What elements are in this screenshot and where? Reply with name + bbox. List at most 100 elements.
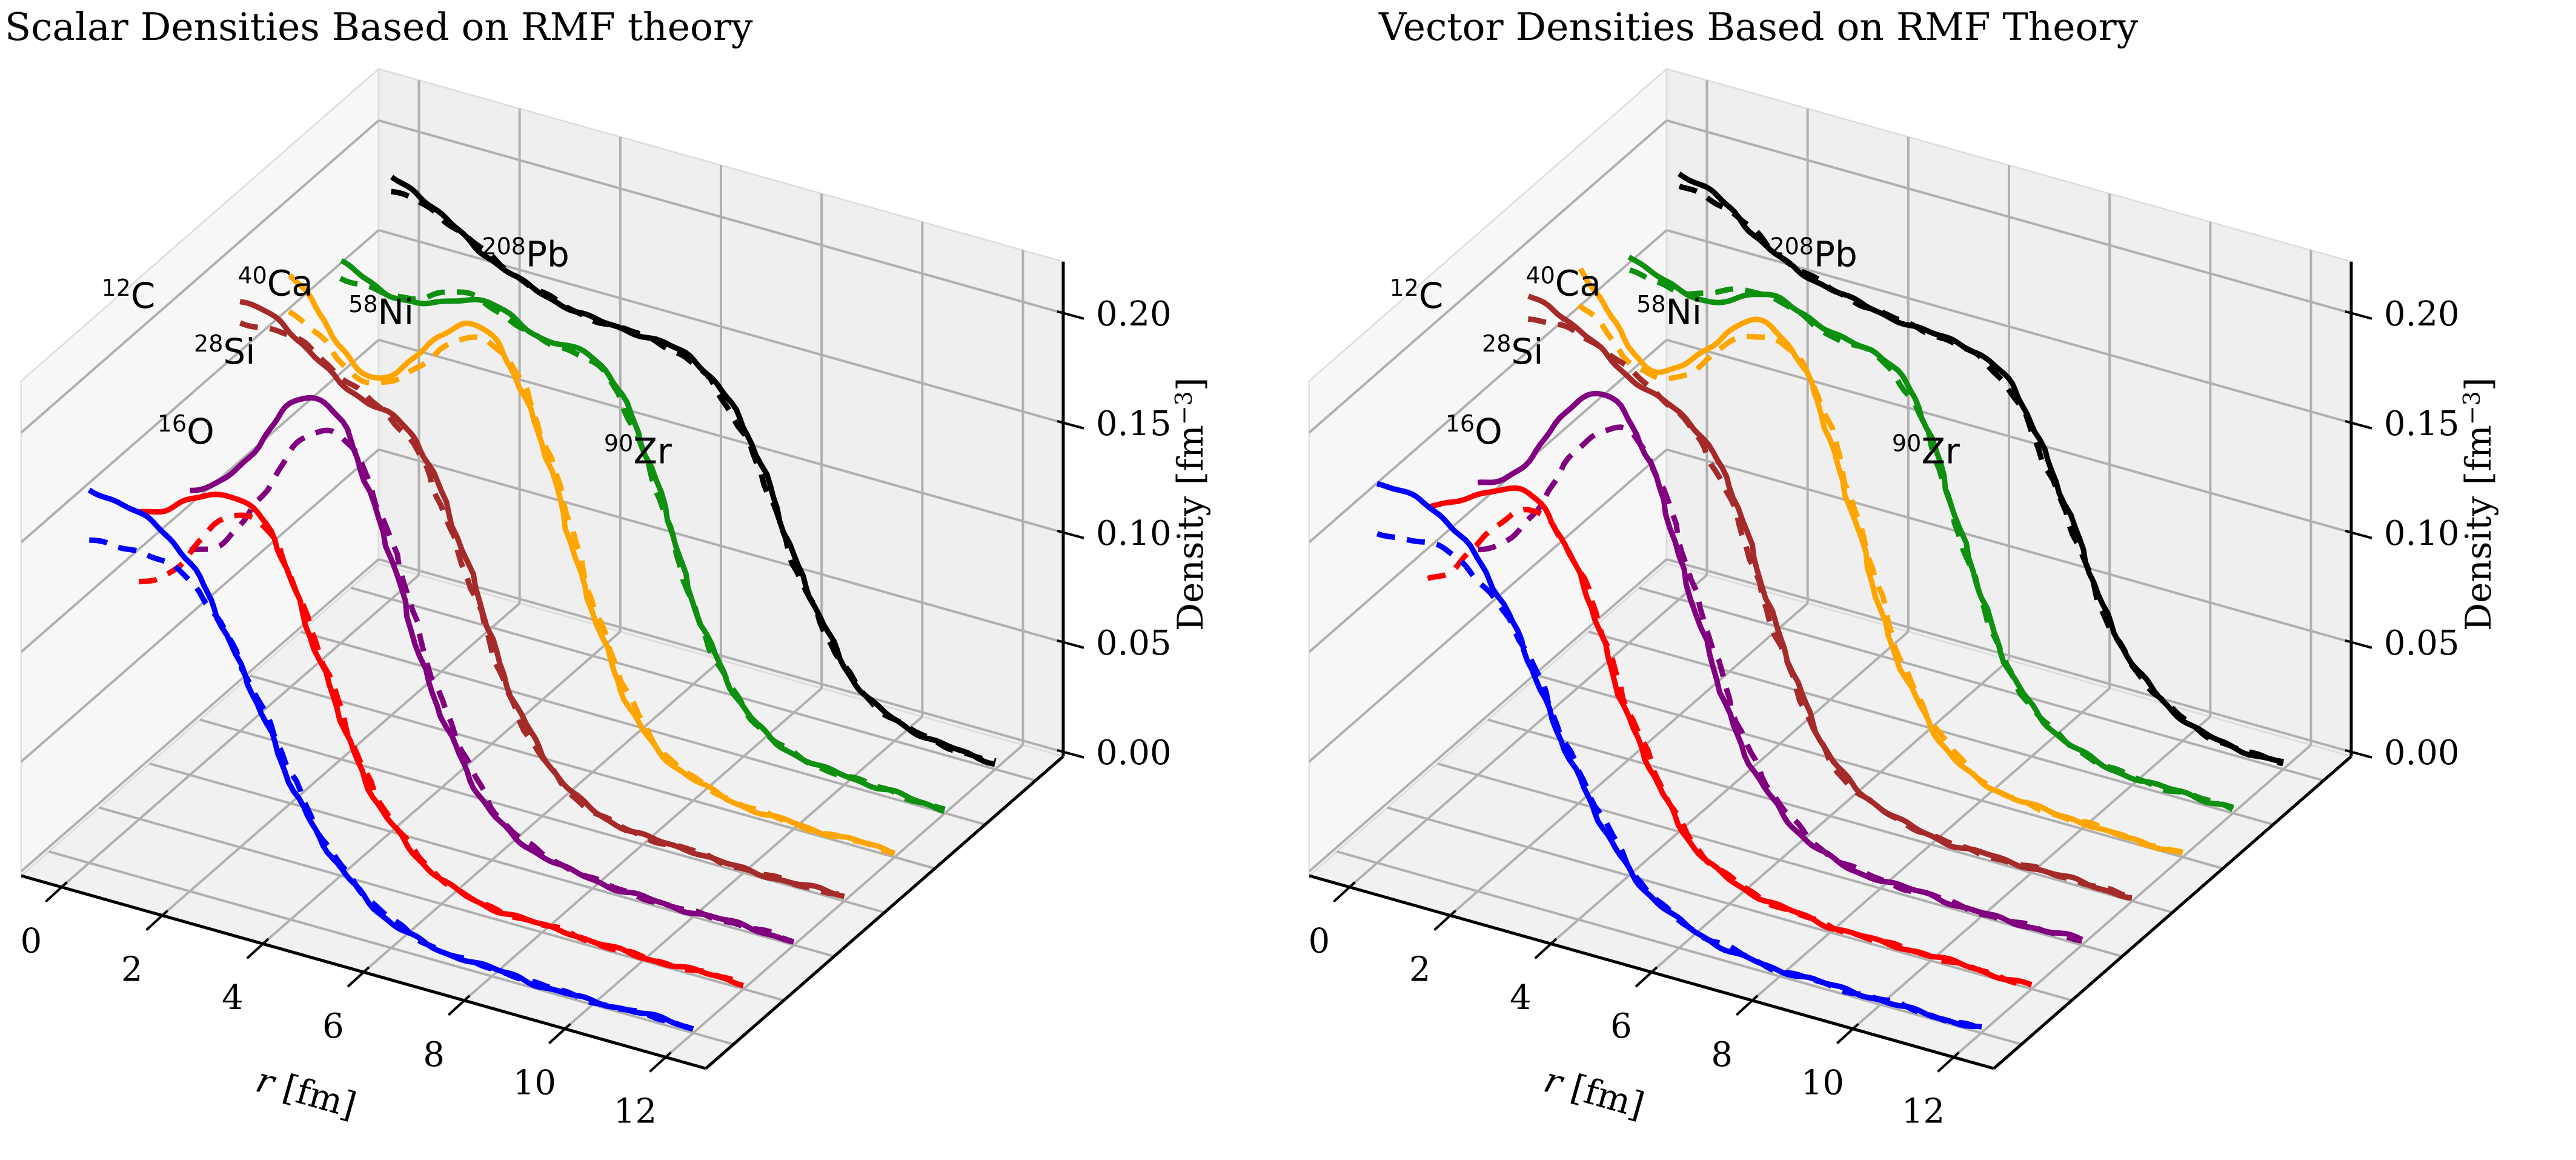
curve-O16-solid (1427, 485, 2033, 987)
grid-y-C12 (1336, 850, 2022, 1046)
x-tick-label-10: 10 (513, 1064, 556, 1103)
z-tick-0.15 (2345, 419, 2372, 430)
label-Ni58: 58Ni (1636, 291, 1702, 333)
grid-y-C12 (48, 850, 734, 1046)
x-tick-4 (1534, 938, 1558, 959)
z-tick-0.00 (2345, 748, 2372, 759)
z-tick-label-0.20: 0.20 (1096, 295, 1172, 334)
z-tick-label-0.10: 0.10 (2384, 514, 2460, 553)
curve-Zr90-dashed (1628, 267, 2234, 812)
x-tick-label-2: 2 (121, 950, 143, 989)
x-tick-0 (45, 881, 68, 903)
x-tick-8 (1735, 995, 1759, 1016)
x-tick-label-0: 0 (1309, 922, 1330, 961)
label-Si28: 28Si (194, 330, 255, 372)
label-C12: 12C (1390, 275, 1444, 316)
grid-z-0.05 (1308, 448, 1668, 763)
x-tick-2 (145, 909, 168, 931)
grid-z-0.00 (1308, 558, 1668, 873)
x-tick-0 (1333, 881, 1356, 903)
z-tick-label-0.05: 0.05 (1096, 624, 1172, 663)
curve-O16-dashed (1427, 507, 2033, 988)
x-tick-6 (1635, 966, 1658, 988)
z-tick-0.00 (1057, 748, 1084, 759)
curve-Pb208-dashed (390, 188, 997, 764)
z-tick-0.20 (1057, 310, 1084, 320)
grid-y-Ni58 (1538, 675, 2223, 870)
x-axis-label: r [fm] (1539, 1059, 1648, 1126)
x-tick-8 (447, 995, 471, 1016)
label-O16: 16O (158, 410, 214, 452)
x-tick-label-4: 4 (222, 978, 244, 1018)
curve-Ca40-dashed (239, 320, 845, 898)
grid-y-Ca40 (1487, 718, 2173, 914)
grid-z-0.15 (1308, 229, 1668, 544)
z-tick-label-0.15: 0.15 (2384, 404, 2460, 444)
z-tick-label-0.15: 0.15 (1096, 404, 1172, 444)
curve-Ni58-dashed (1576, 303, 2183, 856)
x-tick-label-6: 6 (322, 1007, 344, 1046)
y-axis-line (705, 755, 1064, 1070)
curve-O16-dashed (138, 512, 745, 987)
z-tick-0.05 (2345, 639, 2372, 649)
label-Ca40: 40Ca (237, 262, 313, 304)
curve-Si28-dashed (1478, 424, 2082, 944)
x-tick-6 (347, 966, 370, 988)
x-tick-label-0: 0 (21, 922, 42, 961)
grid-z-0.20 (20, 119, 380, 434)
grid-z-0.10 (1308, 339, 1668, 653)
curve-Pb208-dashed (1678, 184, 2284, 767)
x-tick-2 (1433, 909, 1456, 931)
z-axis-label: Density [fm−3] (1170, 378, 1211, 632)
z-tick-label-0.05: 0.05 (2384, 624, 2460, 663)
x-tick-10 (1836, 1023, 1859, 1045)
x-tick-12 (649, 1051, 672, 1073)
curve-Zr90-dashed (339, 276, 946, 812)
curve-Ca40-dashed (1527, 316, 2133, 901)
grid-y-Si28 (149, 762, 835, 958)
label-Ca40: 40Ca (1525, 262, 1601, 304)
label-Pb208: 208Pb (482, 233, 569, 275)
grid-z-0.00 (20, 558, 380, 873)
grid-y-Si28 (1437, 762, 2123, 958)
x-tick-label-2: 2 (1409, 950, 1431, 989)
x-tick-label-12: 12 (1902, 1092, 1945, 1131)
x-tick-label-8: 8 (1711, 1035, 1733, 1075)
z-tick-label-0.20: 0.20 (2384, 295, 2460, 334)
x-tick-label-12: 12 (614, 1092, 657, 1131)
curve-Si28-dashed (189, 427, 795, 945)
z-tick-label-0.00: 0.00 (1096, 733, 1172, 773)
label-Zr90: 90Zr (604, 430, 672, 472)
label-O16: 16O (1446, 410, 1502, 452)
curve-C12-dashed (89, 537, 694, 1032)
x-tick-4 (246, 938, 270, 959)
x-tick-12 (1937, 1051, 1960, 1073)
x-axis-label: r [fm] (251, 1059, 360, 1126)
curve-C12-dashed (1376, 531, 1982, 1032)
plot-title-scalar: Scalar Densities Based on RMF theory (5, 5, 753, 49)
z-tick-0.05 (1057, 639, 1084, 649)
z-tick-0.10 (2345, 529, 2372, 539)
label-C12: 12C (102, 275, 156, 316)
plot-title-vector: Vector Densities Based on RMF Theory (1379, 5, 2139, 49)
grid-z-0.15 (20, 229, 380, 544)
x-tick-label-10: 10 (1801, 1064, 1844, 1103)
x-tick-label-8: 8 (423, 1035, 445, 1075)
label-Si28: 28Si (1482, 330, 1543, 372)
y-axis-line (1993, 755, 2352, 1070)
grid-z-0.05 (20, 448, 380, 763)
x-tick-label-6: 6 (1610, 1007, 1632, 1046)
grid-y-Ni58 (250, 675, 935, 870)
label-Ni58: 58Ni (348, 291, 414, 333)
z-axis-label: Density [fm−3] (2458, 378, 2499, 632)
grid-y-O16 (1387, 806, 2073, 1002)
subplot-scalar: 0 2 4 6 8 10 12 0.00 0.05 0.10 0.15 0.20 r [fm] Densi… (19, 67, 1211, 1131)
grid-y-Pb208 (350, 586, 1036, 782)
curve-Ni58-solid (288, 273, 896, 857)
grid-y-Pb208 (1638, 586, 2324, 782)
z-tick-0.15 (1057, 419, 1084, 430)
x-tick-label-4: 4 (1510, 978, 1532, 1018)
z-tick-0.10 (1057, 529, 1084, 539)
